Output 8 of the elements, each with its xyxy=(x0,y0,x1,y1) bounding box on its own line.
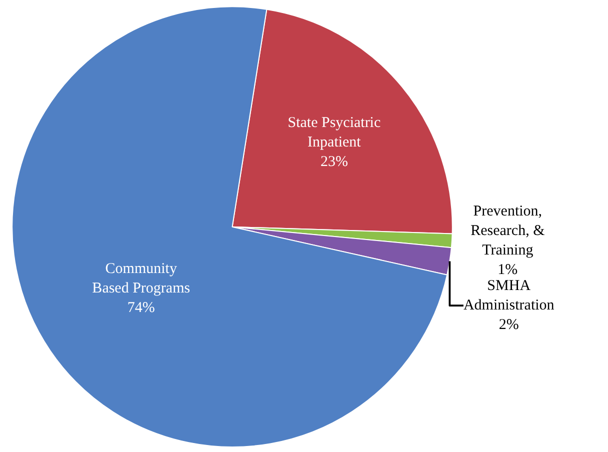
slice-label: Community Based Programs xyxy=(92,261,190,297)
data-label: 2% xyxy=(498,317,519,334)
slice-label: Prevention, Research, & Training xyxy=(470,204,546,259)
data-label: 23% xyxy=(320,154,348,170)
slice-label: SMHA Administration xyxy=(463,278,555,314)
data-label: 1% xyxy=(498,262,518,278)
slice-label: State Psyciatric Inpatient xyxy=(288,114,381,150)
data-label: 74% xyxy=(127,300,155,316)
